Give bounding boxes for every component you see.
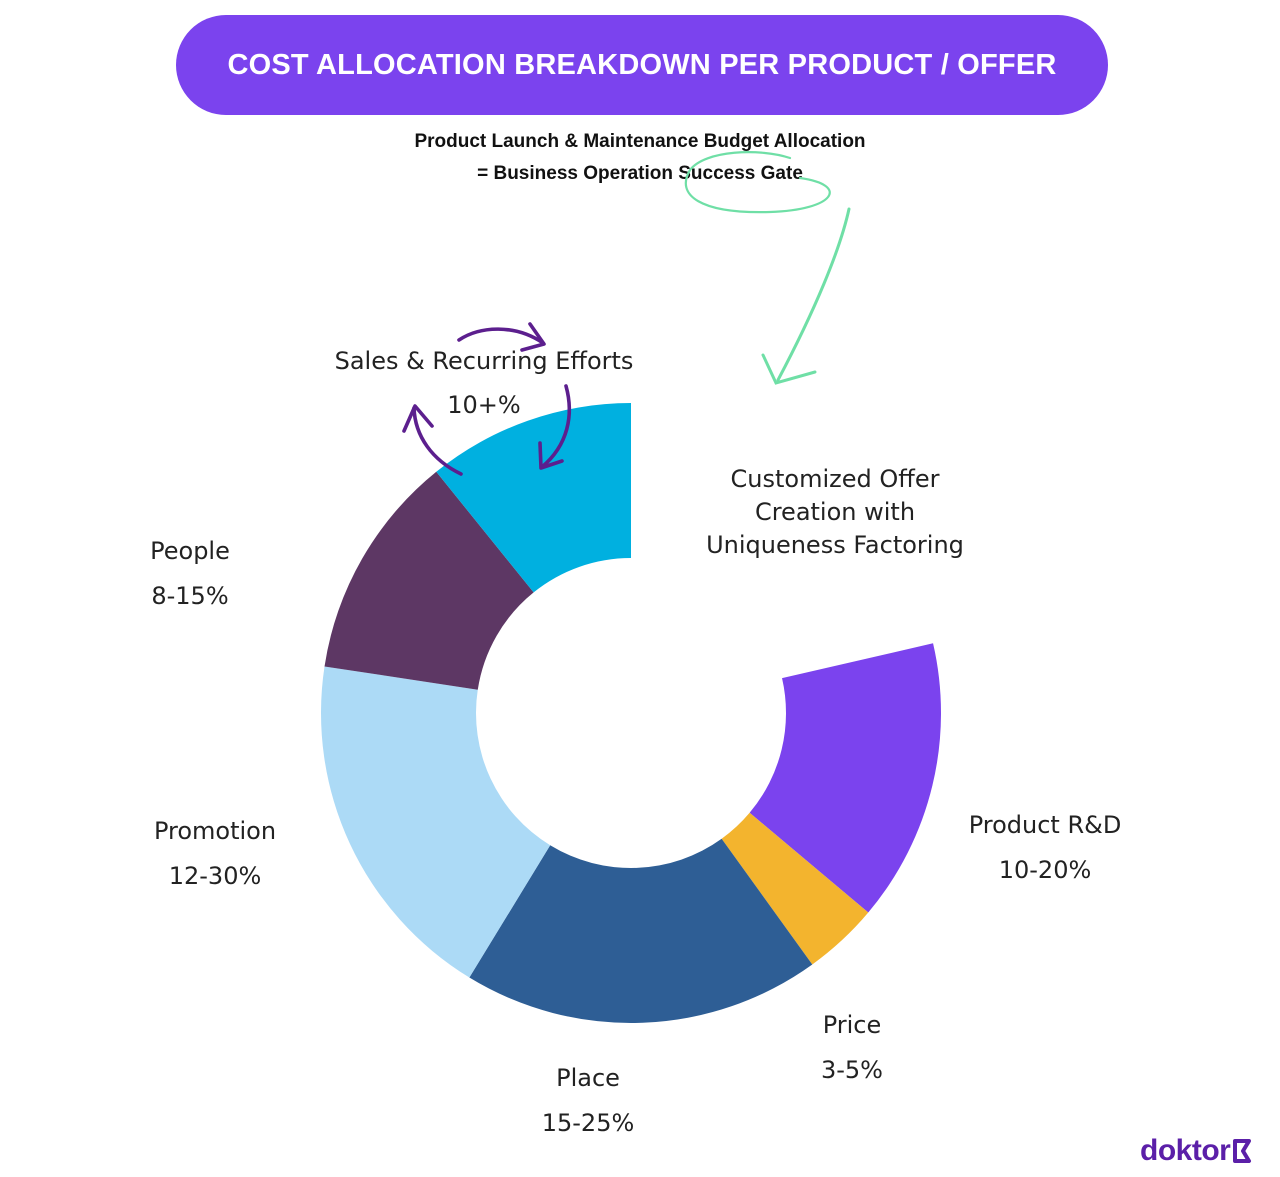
label-promotion-range: 12-30% [168, 862, 262, 890]
label-price: Price 3-5% [792, 1009, 912, 1086]
cycle-arrow-top [457, 327, 545, 345]
label-people: People 8-15% [120, 535, 260, 612]
title-banner: COST ALLOCATION BREAKDOWN PER PRODUCT / … [176, 15, 1108, 115]
subtitle-line-1: Product Launch & Maintenance Budget Allo… [414, 131, 866, 152]
subtitle-line-2: = Business Operation Success Gate [477, 163, 803, 184]
cycle-arrow-top-head [520, 322, 546, 352]
gap-label-line-1: Customized Offer [730, 465, 940, 493]
label-price-name: Price [822, 1011, 882, 1039]
donut-segment-2 [469, 838, 813, 1023]
gap-label: Customized Offer Creation with Uniquenes… [660, 463, 1010, 562]
cycle-arrow-left-head [402, 404, 434, 433]
label-place-range: 15-25% [541, 1109, 635, 1137]
donut-segment-1 [721, 812, 869, 965]
donut-segment-5 [436, 403, 631, 593]
donut-segment-3 [321, 666, 551, 978]
label-promotion: Promotion 12-30% [130, 815, 300, 892]
highlight-ellipse [684, 151, 831, 214]
label-price-range: 3-5% [820, 1056, 883, 1084]
label-sales-name: Sales & Recurring Efforts [334, 347, 634, 375]
label-promotion-name: Promotion [153, 817, 277, 845]
label-people-range: 8-15% [151, 582, 229, 610]
label-product-rd: Product R&D 10-20% [950, 809, 1140, 886]
label-people-name: People [150, 537, 230, 565]
green-arrow-shaft [776, 207, 851, 382]
green-arrow-head [761, 353, 817, 385]
cycle-arrow-right [540, 384, 572, 469]
banner-title: COST ALLOCATION BREAKDOWN PER PRODUCT / … [227, 48, 1057, 81]
doktor-k-logo-icon [1233, 1139, 1252, 1163]
label-product-rd-range: 10-20% [998, 856, 1092, 884]
doktor-logo: doktor [1140, 1133, 1254, 1169]
label-sales-range: 10+% [447, 391, 521, 419]
logo-text: doktor [1140, 1134, 1231, 1167]
cycle-arrow-left [412, 406, 463, 476]
gap-label-line-2: Creation with [754, 498, 916, 526]
cycle-arrow-right-head [538, 441, 564, 470]
label-place: Place 15-25% [518, 1062, 658, 1139]
label-product-rd-name: Product R&D [968, 811, 1122, 839]
donut-segment-4 [324, 471, 534, 690]
gap-label-line-3: Uniqueness Factoring [706, 531, 964, 559]
donut-segment-0 [749, 643, 941, 913]
label-sales: Sales & Recurring Efforts 10+% [318, 345, 650, 421]
label-place-name: Place [556, 1064, 620, 1092]
